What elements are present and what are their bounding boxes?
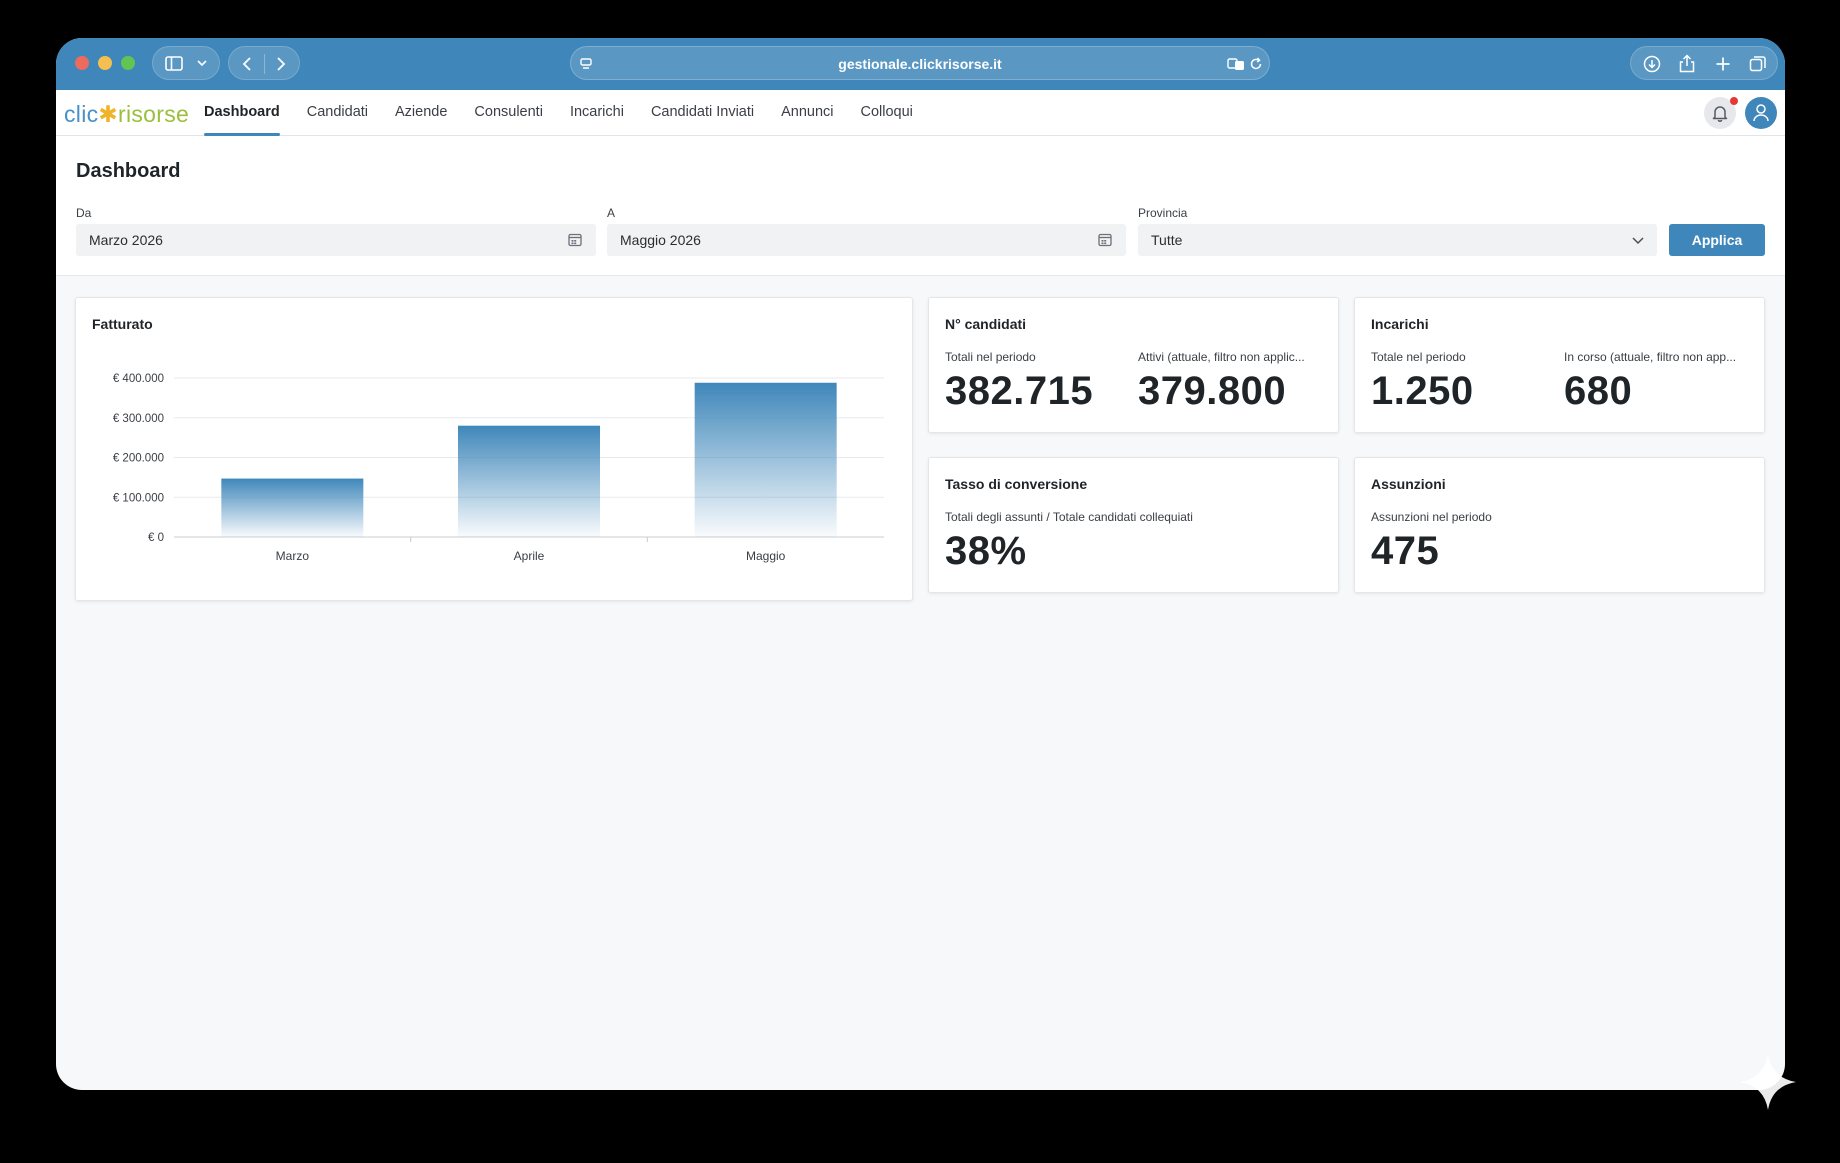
app-navbar: clic✱risorse Dashboard Candidati Aziende… bbox=[56, 90, 1785, 136]
user-icon bbox=[1753, 104, 1769, 122]
chart-bar-marzo[interactable] bbox=[221, 478, 364, 537]
nav-item-annunci[interactable]: Annunci bbox=[781, 104, 834, 120]
back-icon[interactable] bbox=[241, 56, 253, 72]
assunzioni-value: 475 bbox=[1371, 529, 1440, 573]
sidebar-icon bbox=[165, 56, 183, 71]
from-date-input[interactable]: Marzo 2026 bbox=[76, 224, 596, 256]
y-tick-label: € 200.000 bbox=[113, 453, 164, 465]
incarichi-in-progress-label: In corso (attuale, filtro non app... bbox=[1564, 350, 1737, 364]
nav-item-consulenti[interactable]: Consulenti bbox=[474, 104, 543, 120]
chart-bar-maggio[interactable] bbox=[694, 382, 837, 537]
province-select[interactable]: Tutte bbox=[1138, 224, 1657, 256]
history-nav bbox=[228, 46, 300, 80]
fatturato-card: Fatturato € 0 € 100.000 € 200.000 € 300.000… bbox=[75, 297, 913, 601]
from-date-value: Marzo 2026 bbox=[89, 232, 163, 248]
download-icon[interactable] bbox=[1643, 55, 1661, 73]
candidati-total-label: Totali nel periodo bbox=[945, 350, 1036, 364]
candidati-active-label: Attivi (attuale, filtro non applic... bbox=[1138, 350, 1305, 364]
from-label: Da bbox=[76, 206, 92, 220]
apply-button[interactable]: Applica bbox=[1669, 224, 1765, 256]
tab-overview-icon[interactable] bbox=[1749, 55, 1767, 73]
candidati-total-value: 382.715 bbox=[945, 369, 1094, 413]
bell-icon bbox=[1712, 106, 1728, 122]
site-settings-icon[interactable] bbox=[579, 57, 593, 71]
chevron-down-icon bbox=[197, 60, 207, 67]
nav-item-incarichi[interactable]: Incarichi bbox=[569, 104, 624, 120]
close-window-button[interactable] bbox=[75, 56, 89, 70]
clickrisorse-logo[interactable]: clic✱risorse bbox=[64, 101, 190, 127]
fatturato-chart: € 0 € 100.000 € 200.000 € 300.000 € 400.000 M… bbox=[113, 373, 884, 563]
incarichi-total-value: 1.250 bbox=[1371, 369, 1474, 413]
to-date-input[interactable]: Maggio 2026 bbox=[607, 224, 1126, 256]
page-title: Dashboard bbox=[76, 160, 181, 182]
fatturato-title: Fatturato bbox=[92, 316, 153, 332]
y-tick-label: € 100.000 bbox=[113, 492, 164, 504]
incarichi-title: Incarichi bbox=[1371, 316, 1429, 332]
notification-badge bbox=[1730, 97, 1738, 105]
candidati-active-value: 379.800 bbox=[1138, 369, 1287, 413]
x-category-label: Marzo bbox=[276, 549, 310, 563]
y-tick-label: € 300.000 bbox=[113, 413, 164, 425]
url-text: gestionale.clickrisorse.it bbox=[838, 56, 1002, 72]
y-tick-label: € 0 bbox=[148, 532, 164, 544]
nav-item-aziende[interactable]: Aziende bbox=[395, 104, 448, 120]
chevron-down-icon bbox=[1632, 237, 1644, 245]
sidebar-toggle-button[interactable] bbox=[152, 46, 220, 80]
assunzioni-label: Assunzioni nel periodo bbox=[1371, 510, 1492, 524]
calendar-icon[interactable] bbox=[1097, 232, 1113, 248]
candidati-title: N° candidati bbox=[945, 316, 1027, 332]
address-bar[interactable]: gestionale.clickrisorse.it bbox=[570, 46, 1270, 80]
browser-window: gestionale.clickrisorse.it bbox=[56, 38, 1785, 1090]
incarichi-in-progress-value: 680 bbox=[1564, 369, 1633, 413]
province-value: Tutte bbox=[1151, 232, 1183, 248]
forward-icon[interactable] bbox=[275, 56, 287, 72]
assunzioni-title: Assunzioni bbox=[1371, 476, 1446, 492]
translate-icon[interactable] bbox=[1227, 57, 1245, 71]
nav-item-dashboard[interactable]: Dashboard bbox=[204, 90, 280, 136]
incarichi-card: Incarichi Totale nel periodo 1.250 In co… bbox=[1354, 297, 1765, 433]
browser-toolbar-right bbox=[1630, 46, 1778, 80]
to-label: A bbox=[607, 206, 616, 220]
nav-item-candidati-inviati[interactable]: Candidati Inviati bbox=[650, 104, 755, 120]
user-menu-button[interactable] bbox=[1745, 97, 1777, 129]
main-nav: Dashboard Candidati Aziende Consulenti I… bbox=[204, 90, 940, 136]
share-icon[interactable] bbox=[1679, 54, 1695, 73]
filters-panel: Dashboard Da Marzo 2026 A Maggio 2026 Pr… bbox=[56, 136, 1785, 276]
to-date-value: Maggio 2026 bbox=[620, 232, 701, 248]
x-category-label: Maggio bbox=[746, 549, 786, 563]
conversione-value: 38% bbox=[945, 529, 1027, 573]
conversione-title: Tasso di conversione bbox=[945, 476, 1088, 492]
nav-item-colloqui[interactable]: Colloqui bbox=[860, 104, 913, 120]
reload-icon[interactable] bbox=[1249, 57, 1263, 71]
nav-item-candidati[interactable]: Candidati bbox=[306, 104, 369, 120]
incarichi-total-label: Totale nel periodo bbox=[1371, 350, 1466, 364]
conversione-label: Totali degli assunti / Totale candidati … bbox=[945, 510, 1193, 524]
y-tick-label: € 400.000 bbox=[113, 373, 164, 385]
zoom-window-button[interactable] bbox=[121, 56, 135, 70]
x-category-label: Aprile bbox=[514, 549, 545, 563]
new-tab-icon[interactable] bbox=[1715, 56, 1731, 72]
conversione-card: Tasso di conversione Totali degli assunt… bbox=[928, 457, 1339, 593]
assunzioni-card: Assunzioni Assunzioni nel periodo 475 bbox=[1354, 457, 1765, 593]
browser-titlebar: gestionale.clickrisorse.it bbox=[56, 38, 1785, 90]
candidati-card: N° candidati Totali nel periodo 382.715 … bbox=[928, 297, 1339, 433]
chart-bar-aprile[interactable] bbox=[458, 425, 600, 537]
calendar-icon[interactable] bbox=[567, 232, 583, 248]
sparkle-icon bbox=[1740, 1054, 1796, 1110]
province-label: Provincia bbox=[1138, 206, 1188, 220]
minimize-window-button[interactable] bbox=[98, 56, 112, 70]
